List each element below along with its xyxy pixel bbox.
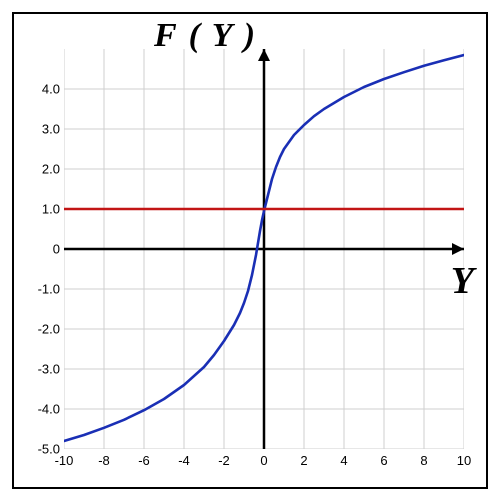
- ytick-label: 4.0: [42, 82, 60, 97]
- xtick-label: -10: [55, 453, 74, 468]
- xtick-label: 2: [300, 453, 307, 468]
- axis-title-fy: F ( Y ): [154, 17, 257, 55]
- xtick-label: 0: [260, 453, 267, 468]
- chart-svg: [64, 49, 464, 449]
- xtick-label: -4: [178, 453, 190, 468]
- xtick-label: -6: [138, 453, 150, 468]
- ytick-label: -1.0: [38, 282, 60, 297]
- chart-frame: F ( Y ) Y -5.0-4.0-3.0-2.0-1.001.02.03.0…: [12, 12, 488, 489]
- xtick-label: 4: [340, 453, 347, 468]
- ytick-label: 1.0: [42, 202, 60, 217]
- xtick-label: 6: [380, 453, 387, 468]
- ytick-label: -3.0: [38, 362, 60, 377]
- xtick-label: -2: [218, 453, 230, 468]
- axis-title-y: Y: [451, 259, 474, 303]
- ytick-label: -4.0: [38, 402, 60, 417]
- ytick-label: -2.0: [38, 322, 60, 337]
- xtick-label: -8: [98, 453, 110, 468]
- xtick-label: 8: [420, 453, 427, 468]
- ytick-label: 0: [53, 242, 60, 257]
- plot-area: F ( Y ) Y -5.0-4.0-3.0-2.0-1.001.02.03.0…: [64, 49, 464, 449]
- ytick-label: 2.0: [42, 162, 60, 177]
- xtick-label: 10: [457, 453, 471, 468]
- ytick-label: 3.0: [42, 122, 60, 137]
